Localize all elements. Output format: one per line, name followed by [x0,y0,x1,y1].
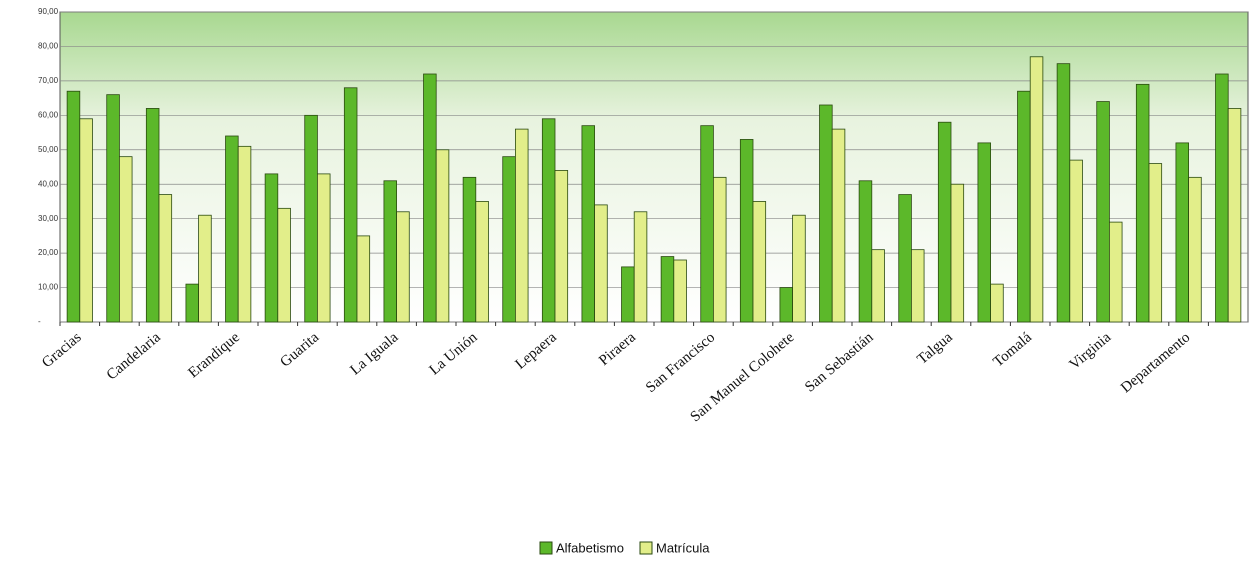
bar [792,214,806,323]
y-tick-label: 10,00 [38,283,59,292]
y-tick-label: 50,00 [38,145,59,154]
bar [858,180,873,323]
bar [106,94,120,323]
bar [739,139,754,323]
bar [1069,159,1083,323]
bar [383,180,398,323]
bar [554,170,569,323]
bar [990,283,1004,323]
y-tick-label: 20,00 [38,248,59,257]
bar [911,249,925,323]
bar [871,249,885,323]
bar [79,118,93,323]
bar [423,73,437,323]
bar [1096,101,1110,323]
bar [1215,73,1229,323]
bar [237,145,252,323]
bar [1175,142,1189,323]
bar [304,114,318,323]
legend-swatch [539,541,553,555]
x-tick-label: Erandique [185,329,243,381]
bar [581,125,595,323]
x-tick-label: Gracias [39,329,84,371]
bar [713,176,727,323]
plot-area [59,11,1249,323]
y-tick-label: 40,00 [38,179,59,188]
bar [633,211,648,323]
bar [1135,83,1150,323]
legend-label: Alfabetismo [556,540,624,555]
bar [1029,56,1044,323]
bar [158,194,173,323]
bar [594,204,608,323]
x-tick-label: San Francisco [643,329,718,396]
bar [396,211,410,323]
y-tick-label: 90,00 [38,7,59,16]
bar [621,266,635,323]
bar [145,108,160,323]
x-tick-label: La Unión [427,329,481,378]
bar [515,128,529,323]
bar [950,183,965,323]
bar [185,283,199,323]
x-tick-label: La Iguala [347,329,401,378]
bar [475,201,489,323]
x-tick-label: Talgua [914,329,956,368]
bar [356,235,371,323]
x-tick-label: San Sebastián [802,329,877,395]
x-tick-label: Guarita [277,329,322,370]
y-tick-label: 70,00 [38,76,59,85]
bar [1148,163,1163,323]
x-tick-label: Tomalá [990,329,1035,370]
legend-swatch [639,541,653,555]
bar [264,173,279,323]
x-tick-label: Departamento [1118,329,1193,396]
bar [673,259,687,323]
x-tick-label: Candelaria [104,329,164,383]
x-tick-label: Virginia [1066,329,1114,373]
y-tick-label: 60,00 [38,110,59,119]
bar [779,287,793,323]
bar [937,121,952,323]
bar [343,87,358,323]
bar [831,128,846,323]
bar [435,149,450,323]
legend-label: Matrícula [656,540,710,555]
x-tick-label: Lepaera [512,329,560,373]
bar [819,104,833,323]
bar [541,118,556,323]
bar [66,90,81,323]
bar [660,256,675,323]
bar [462,176,477,323]
bar [119,156,133,323]
bar [977,142,991,323]
bar [700,125,714,323]
bar [1109,221,1123,323]
bar [277,207,291,323]
bar [225,135,239,323]
y-tick-label: - [38,317,41,326]
bar [898,194,912,323]
bar [316,173,331,323]
bar [1188,176,1202,323]
y-tick-label: 30,00 [38,214,59,223]
bar [752,201,767,323]
y-tick-label: 80,00 [38,42,59,51]
bar [1056,63,1071,323]
x-tick-label: Piraera [596,329,639,369]
bar [502,156,516,323]
bar [1227,108,1242,323]
bar [198,214,212,323]
bar [1017,90,1031,323]
